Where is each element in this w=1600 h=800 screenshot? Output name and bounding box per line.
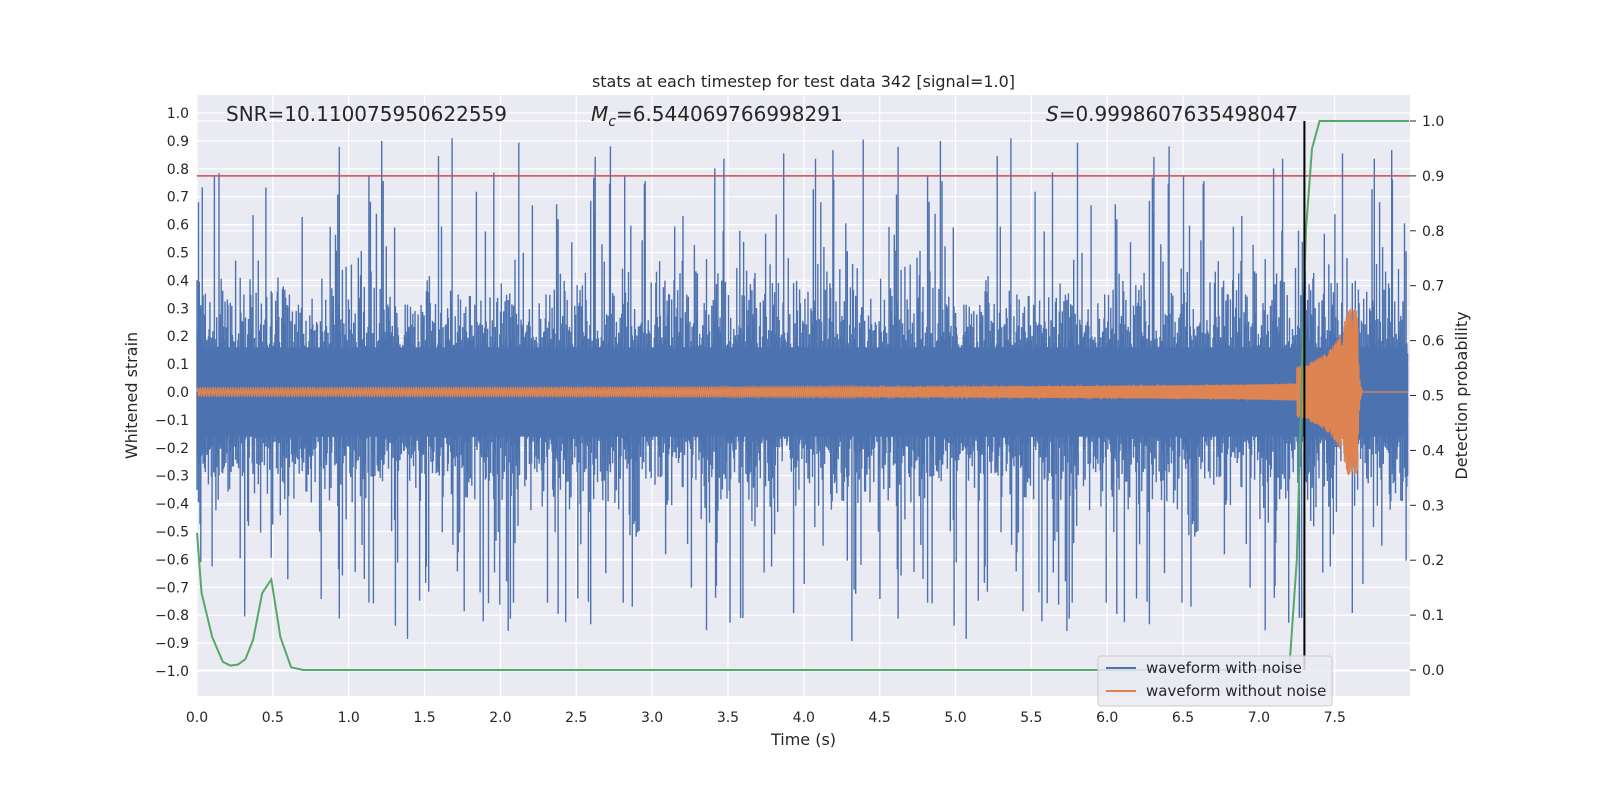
- mc-subscript: c: [608, 114, 616, 130]
- y-tick-label: 0.3: [167, 301, 189, 317]
- legend-label-waveform-with-noise: waveform with noise: [1146, 659, 1302, 677]
- clean-waveform-path: [196, 308, 1408, 476]
- y2-tick-label: 0.9: [1422, 169, 1444, 185]
- y-tick-label: −0.3: [155, 469, 189, 485]
- y-tick-label: −0.2: [155, 441, 189, 457]
- x-tick-label: 7.5: [1324, 710, 1346, 726]
- y-tick-label: −0.5: [155, 525, 189, 541]
- y2-axis-label: Detection probability: [1452, 311, 1471, 479]
- y-tick-label: 0.1: [167, 357, 189, 373]
- x-tick-label: 5.5: [1020, 710, 1042, 726]
- x-tick-label: 2.0: [489, 710, 511, 726]
- y2-tick-label: 1.0: [1422, 114, 1444, 130]
- y-tick-label: 0.0: [167, 385, 189, 401]
- axes: 0.0 0.5 1.0 1.5 2.0 2.5 3.0 3.5 4.0 4.5 5.0 5.5 6.0 6…: [155, 106, 1444, 726]
- x-tick-label: 4.0: [793, 710, 815, 726]
- x-tick-label: 5.0: [944, 710, 966, 726]
- y-tick-label: −0.1: [155, 413, 189, 429]
- x-tick-label: 0.5: [262, 710, 284, 726]
- chirp-mass-annotation: Mc=6.544069766998291: [591, 102, 843, 130]
- y2-tick-label: 0.7: [1422, 279, 1444, 295]
- y-axis-label: Whitened strain: [122, 332, 141, 459]
- y-tick-label: 0.4: [167, 273, 189, 289]
- y-tick-label: 0.9: [167, 134, 189, 150]
- x-tick-label: 1.0: [338, 710, 360, 726]
- y2-tick-label: 0.2: [1422, 553, 1444, 569]
- y-tick-label: −0.7: [155, 580, 189, 596]
- x-axis-label: Time (s): [770, 730, 836, 749]
- x-tick-label: 6.5: [1172, 710, 1194, 726]
- x-tick-label: 7.0: [1248, 710, 1270, 726]
- series-waveform-without-noise: [196, 308, 1408, 476]
- s-value: =0.9998607635498047: [1059, 102, 1298, 126]
- x-tick-label: 4.5: [869, 710, 891, 726]
- detection-probability-line: [196, 120, 1410, 671]
- y-tick-label: 0.7: [167, 190, 189, 206]
- mc-symbol: M: [591, 102, 608, 126]
- y2-tick-label: 0.5: [1422, 389, 1444, 405]
- legend: waveform with noise waveform without noi…: [1097, 655, 1333, 707]
- snr-annotation: SNR=10.110075950622559: [226, 102, 507, 126]
- score-annotation: S=0.9998607635498047: [1046, 102, 1298, 126]
- y-tick-label: −1.0: [155, 664, 189, 680]
- y-tick-label: 0.8: [167, 162, 189, 178]
- y-tick-label: 0.5: [167, 246, 189, 262]
- y2-tick-label: 0.3: [1422, 498, 1444, 514]
- y-tick-label: −0.4: [155, 497, 189, 513]
- legend-label-waveform-without-noise: waveform without noise: [1146, 682, 1326, 700]
- y2-tick-label: 0.6: [1422, 334, 1444, 350]
- y-tick-label: −0.9: [155, 636, 189, 652]
- x-tick-label: 2.5: [565, 710, 587, 726]
- y2-tick-label: 0.8: [1422, 224, 1444, 240]
- series-detection-probability: [196, 120, 1410, 671]
- x-tick-label: 6.0: [1096, 710, 1118, 726]
- y-tick-label: 0.2: [167, 329, 189, 345]
- y2-tick-label: 0.4: [1422, 443, 1444, 459]
- x-tick-label: 3.0: [641, 710, 663, 726]
- y-tick-label: −0.6: [155, 552, 189, 568]
- x-tick-label: 3.5: [717, 710, 739, 726]
- y-tick-label: 1.0: [167, 106, 189, 122]
- s-symbol: S: [1046, 102, 1059, 126]
- mc-value: =6.544069766998291: [616, 102, 843, 126]
- y-tick-label: 0.6: [167, 218, 189, 234]
- y2-tick-label: 0.0: [1422, 663, 1444, 679]
- y-tick-label: −0.8: [155, 608, 189, 624]
- x-tick-label: 1.5: [413, 710, 435, 726]
- y2-tick-label: 0.1: [1422, 608, 1444, 624]
- x-tick-label: 0.0: [186, 710, 208, 726]
- legend-box: [1097, 655, 1333, 707]
- chart-title: stats at each timestep for test data 342…: [592, 72, 1015, 91]
